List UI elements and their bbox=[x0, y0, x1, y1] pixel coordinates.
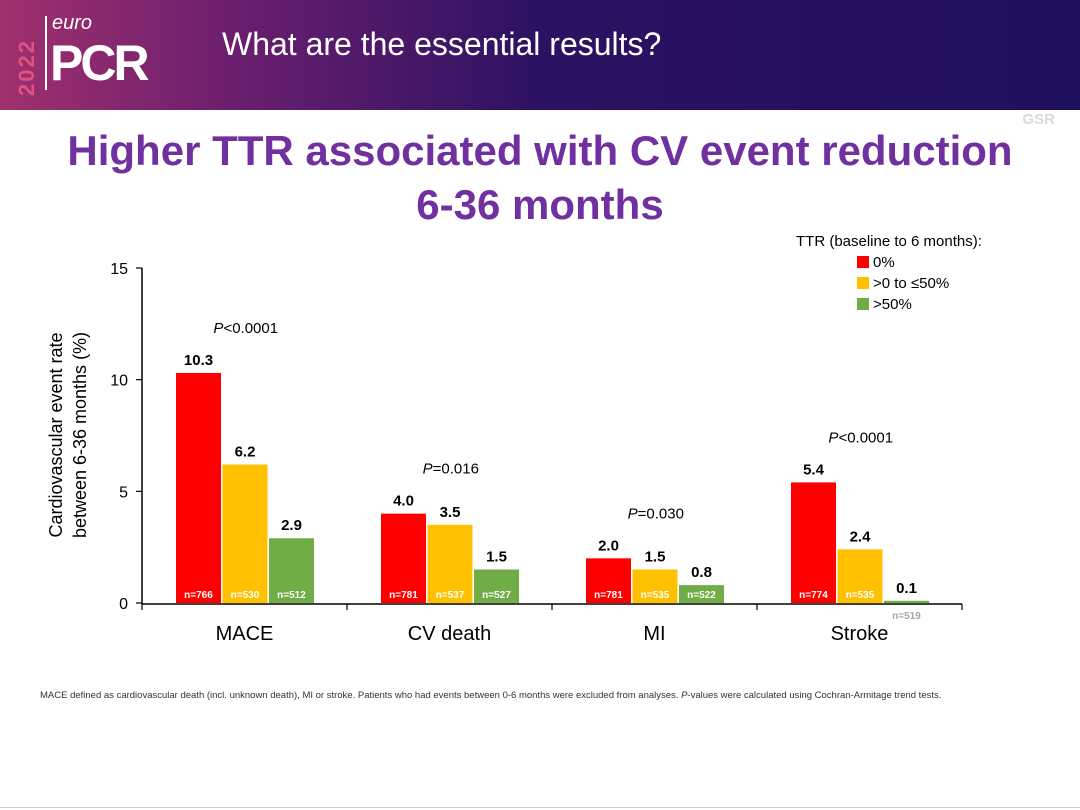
bar-mace-series-1 bbox=[176, 372, 221, 603]
data-label: 3.5 bbox=[440, 504, 461, 521]
footnote: MACE defined as cardiovascular death (in… bbox=[40, 690, 942, 701]
x-category-label: CV death bbox=[408, 623, 491, 645]
sample-size-label: n=535 bbox=[846, 590, 875, 601]
bar-stroke-series-1 bbox=[791, 482, 836, 603]
y-tick-label: 5 bbox=[119, 484, 128, 501]
slide-section-title: What are the essential results? bbox=[222, 26, 662, 62]
legend-label: >50% bbox=[873, 296, 912, 313]
p-value-label: P<0.0001 bbox=[213, 320, 278, 337]
sample-size-label: n=781 bbox=[389, 590, 418, 601]
sample-size-label: n=537 bbox=[436, 590, 465, 601]
legend-swatch bbox=[857, 256, 869, 268]
bar-cv-death-series-2 bbox=[427, 524, 473, 603]
logo-year: 2022 bbox=[18, 39, 39, 96]
slide-headline: Higher TTR associated with CV event redu… bbox=[0, 124, 1080, 232]
sample-size-label: n=519 bbox=[892, 611, 921, 622]
sample-size-label: n=774 bbox=[799, 590, 828, 601]
data-label: 0.1 bbox=[896, 580, 917, 597]
y-tick-label: 10 bbox=[110, 373, 128, 390]
bar-mi-series-1 bbox=[586, 558, 631, 603]
corner-tag: GSR bbox=[1022, 111, 1055, 128]
y-tick-label: 15 bbox=[110, 261, 128, 278]
p-value-label: P<0.0001 bbox=[828, 429, 893, 446]
data-label: 0.8 bbox=[691, 564, 712, 581]
sample-size-label: n=512 bbox=[277, 590, 306, 601]
bottom-divider bbox=[0, 807, 1080, 808]
p-value-label: P=0.016 bbox=[423, 461, 479, 478]
sample-size-label: n=766 bbox=[184, 590, 213, 601]
data-label: 4.0 bbox=[393, 493, 414, 510]
data-label: 2.4 bbox=[850, 528, 872, 545]
data-label: 5.4 bbox=[803, 461, 825, 478]
bar-mace-series-2 bbox=[222, 464, 268, 603]
sample-size-label: n=535 bbox=[641, 590, 670, 601]
sample-size-label: n=781 bbox=[594, 590, 623, 601]
data-label: 1.5 bbox=[486, 549, 507, 566]
header-banner: 2022 euro PCR What are the essential res… bbox=[0, 0, 1080, 110]
x-category-label: MI bbox=[643, 623, 665, 645]
headline-line-2: 6-36 months bbox=[416, 181, 664, 228]
data-label: 2.9 bbox=[281, 517, 302, 534]
logo-euro: euro bbox=[52, 12, 93, 34]
data-label: 6.2 bbox=[235, 444, 256, 461]
y-tick-label: 0 bbox=[119, 596, 128, 613]
legend-swatch bbox=[857, 298, 869, 310]
legend-title: TTR (baseline to 6 months): bbox=[796, 233, 982, 250]
data-label: 2.0 bbox=[598, 537, 619, 554]
bar-mi-series-3 bbox=[679, 585, 724, 603]
data-label: 1.5 bbox=[645, 549, 666, 566]
bar-cv-death-series-3 bbox=[474, 569, 519, 603]
y-axis-title: Cardiovascular event rate between 6-36 mo… bbox=[46, 332, 90, 538]
x-category-label: Stroke bbox=[831, 623, 889, 645]
x-category-label: MACE bbox=[216, 623, 274, 645]
bar-mace-series-3 bbox=[269, 538, 314, 603]
legend-swatch bbox=[857, 277, 869, 289]
logo-pcr: PCR bbox=[50, 35, 150, 91]
logo-divider bbox=[45, 16, 47, 90]
legend-label: 0% bbox=[873, 254, 895, 271]
legend-label: >0 to ≤50% bbox=[873, 275, 949, 292]
bar-mi-series-2 bbox=[632, 569, 678, 603]
sample-size-label: n=527 bbox=[482, 590, 511, 601]
svg-text:2022: 2022 bbox=[18, 39, 39, 96]
headline-line-1: Higher TTR associated with CV event redu… bbox=[67, 127, 1013, 174]
bar-chart: 0 5 10 15 Cardiovascular event rate between 6… bbox=[46, 233, 982, 645]
bar-stroke-series-2 bbox=[837, 549, 883, 603]
sample-size-label: n=530 bbox=[231, 590, 260, 601]
p-value-label: P=0.030 bbox=[628, 505, 684, 522]
bar-cv-death-series-1 bbox=[381, 513, 426, 603]
sample-size-label: n=522 bbox=[687, 590, 716, 601]
bar-stroke-series-3 bbox=[884, 600, 929, 603]
data-label: 10.3 bbox=[184, 352, 213, 369]
